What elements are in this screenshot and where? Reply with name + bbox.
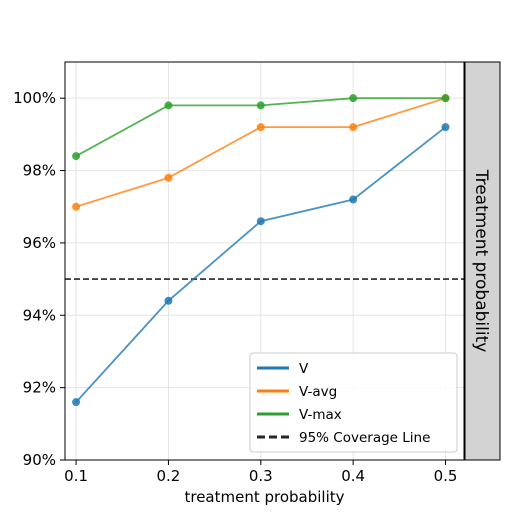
- legend-label-coverage-line: 95% Coverage Line: [299, 430, 430, 446]
- legend: V V-avg V-max 95% Coverage Line: [249, 352, 458, 453]
- y-tick-label: 98%: [23, 162, 56, 180]
- facet-strip: Treatment probability: [464, 61, 501, 461]
- data-point-v-avg: [72, 202, 81, 211]
- data-point-v-max: [164, 101, 173, 110]
- data-point-v-max: [72, 152, 81, 161]
- data-point-v: [72, 398, 81, 407]
- facet-strip-label: Treatment probability: [471, 169, 491, 353]
- data-point-v-max: [441, 94, 450, 103]
- y-tick-label: 96%: [23, 234, 56, 252]
- data-point-v-avg: [256, 123, 265, 132]
- y-tick-label: 94%: [23, 306, 56, 324]
- data-point-v-max: [349, 94, 358, 103]
- x-axis-label: treatment probability: [184, 488, 344, 506]
- x-tick-label: 0.1: [64, 467, 88, 485]
- plot-frame: [64, 61, 465, 461]
- tick-layer: 0.1 0.2 0.3 0.4 0.5 90% 92% 94% 96% 98% 100%: [13, 89, 457, 485]
- legend-label-v: V: [299, 361, 309, 377]
- legend-label-v-max: V-max: [299, 407, 342, 423]
- x-tick-label: 0.4: [341, 467, 365, 485]
- y-tick-label: 90%: [23, 451, 56, 469]
- series-layer: [72, 94, 450, 407]
- x-tick-label: 0.5: [434, 467, 458, 485]
- legend-label-v-avg: V-avg: [299, 384, 337, 400]
- data-point-v-avg: [164, 173, 173, 182]
- data-point-v: [256, 217, 265, 226]
- y-tick-label: 100%: [13, 89, 56, 107]
- x-tick-label: 0.2: [157, 467, 181, 485]
- data-point-v-avg: [349, 123, 358, 132]
- y-tick-label: 92%: [23, 379, 56, 397]
- x-tick-label: 0.3: [249, 467, 273, 485]
- data-point-v: [441, 123, 450, 132]
- data-point-v: [349, 195, 358, 204]
- data-point-v-max: [256, 101, 265, 110]
- data-point-v: [164, 296, 173, 305]
- facet-strip-box: [464, 61, 501, 461]
- legend-box: [249, 352, 458, 453]
